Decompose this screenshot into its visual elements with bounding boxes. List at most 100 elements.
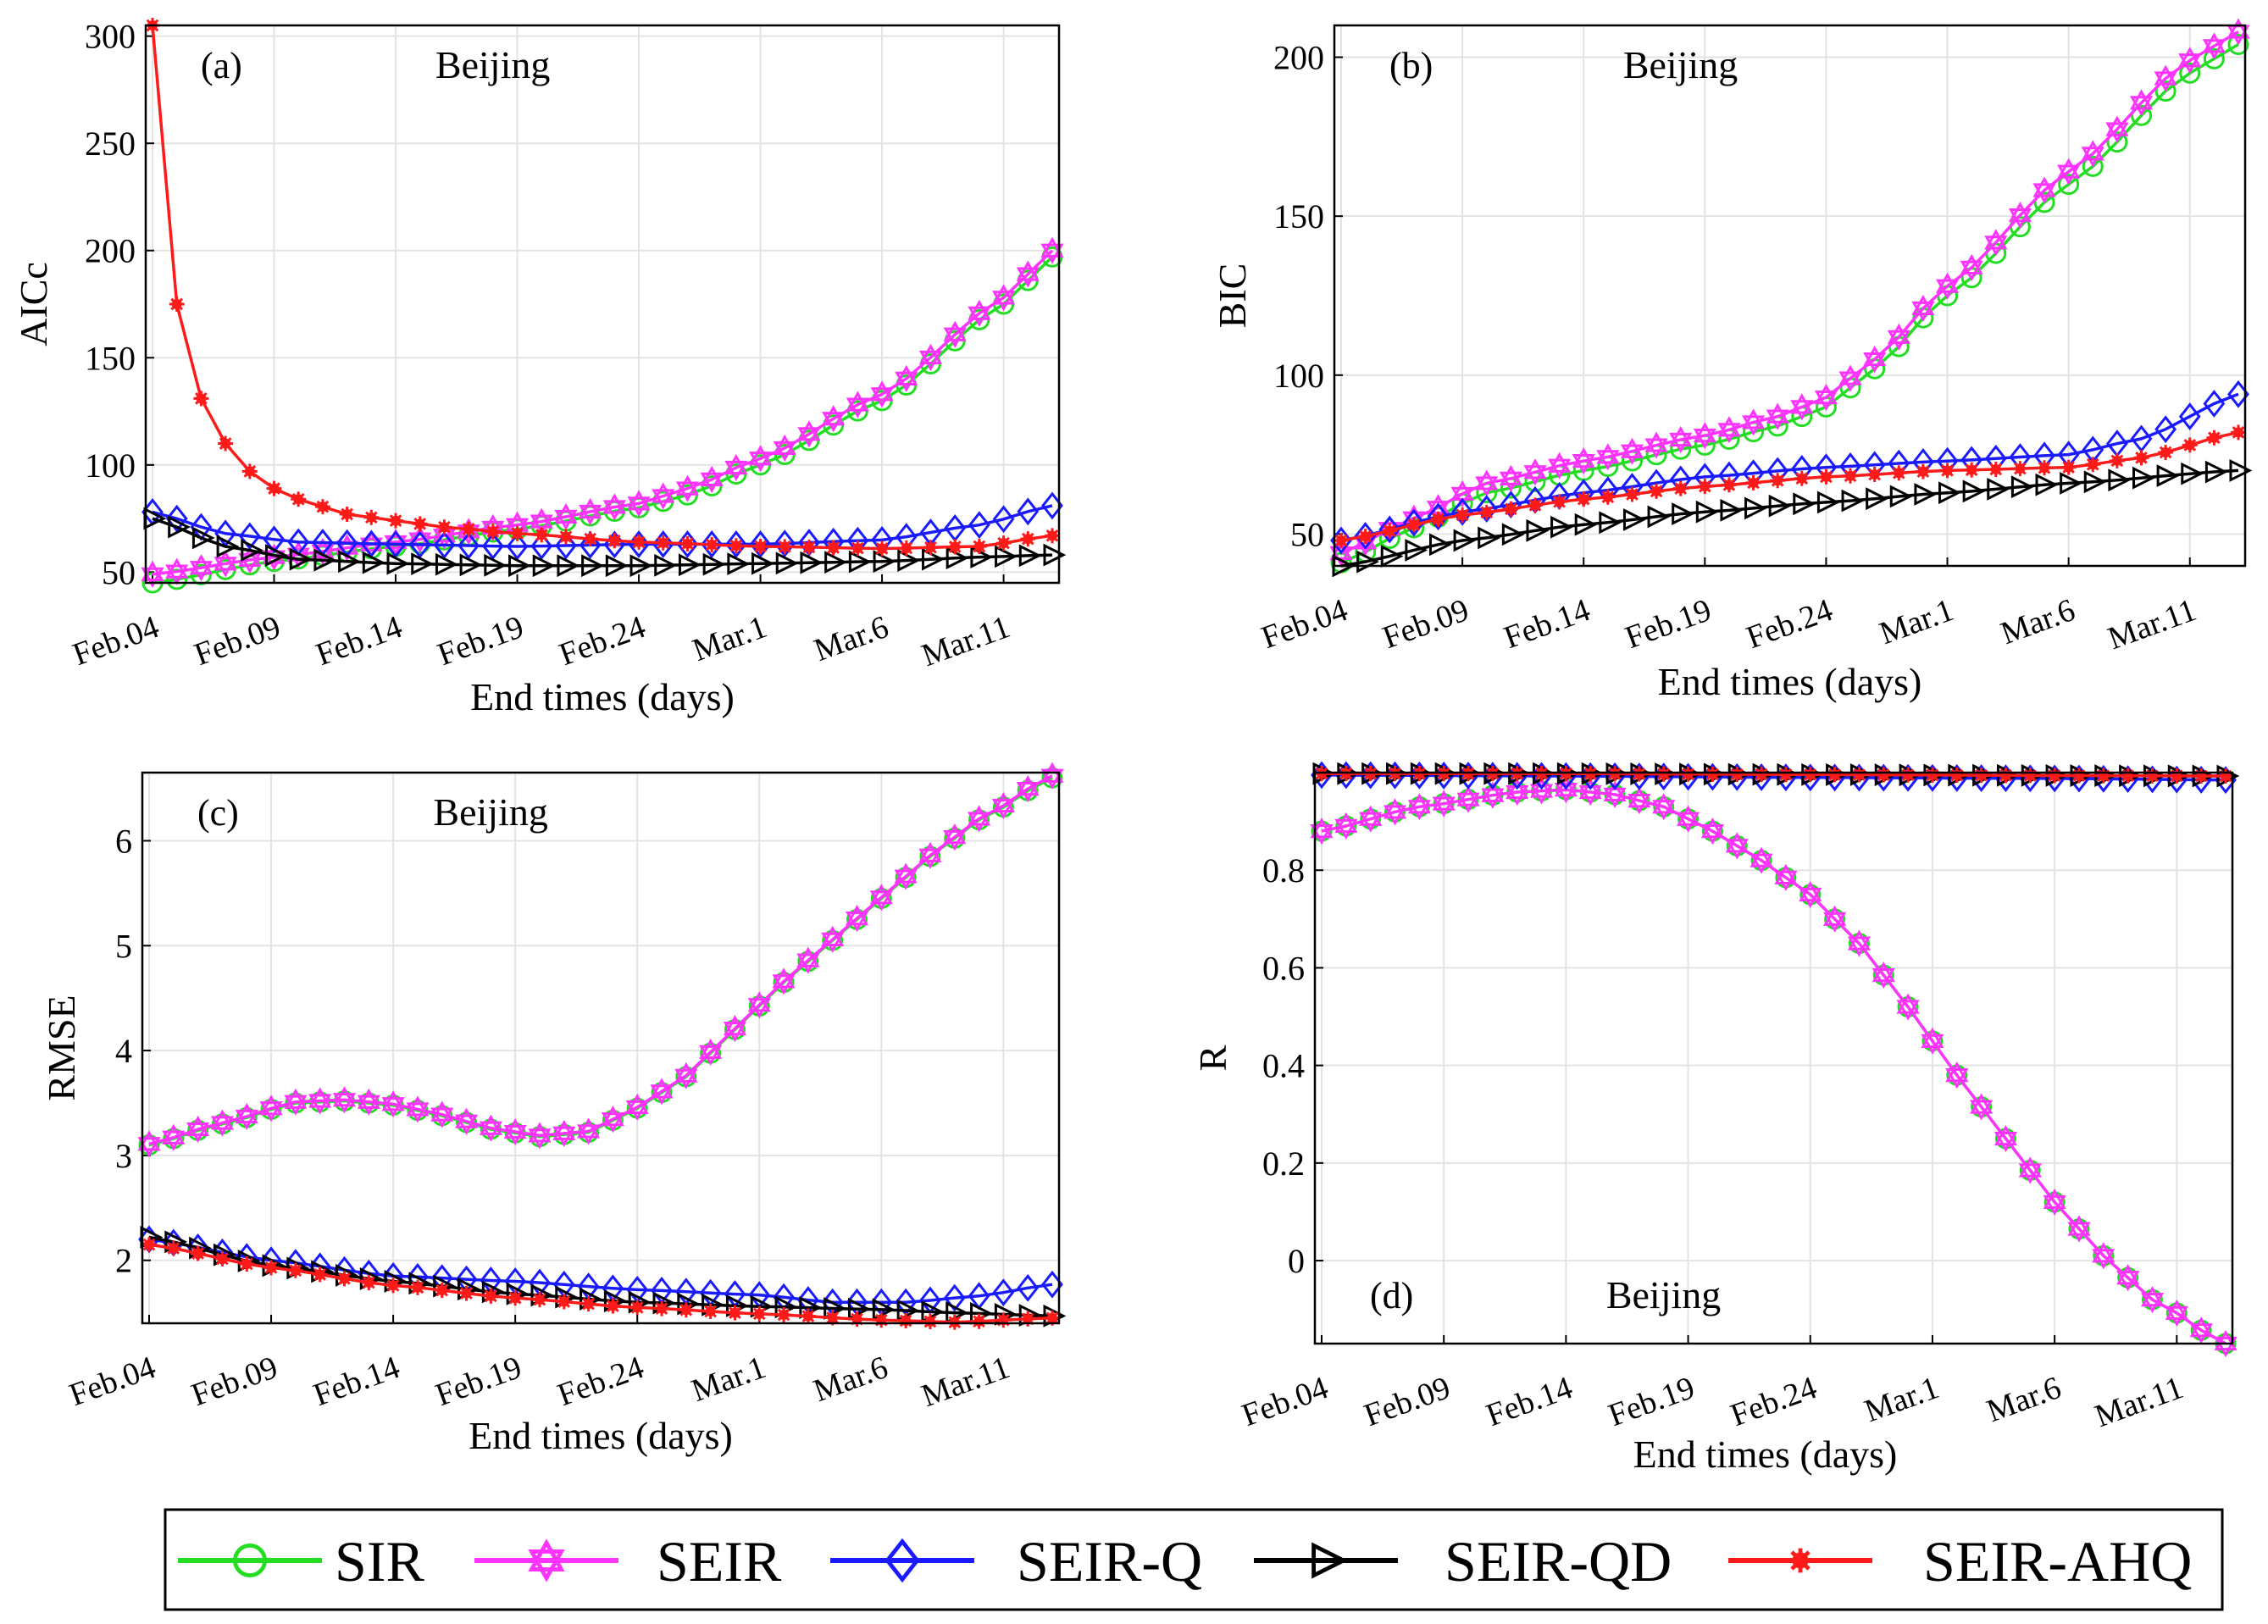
marker-seir-ahq	[1851, 767, 1867, 783]
marker-seir-qd	[1550, 515, 1573, 539]
y-tick-label: 0	[1288, 1242, 1305, 1280]
marker-seir	[2165, 1299, 2188, 1327]
marker-seir-ahq	[458, 1285, 474, 1301]
marker-seir	[1554, 776, 1578, 804]
y-tick-label: 50	[102, 553, 136, 591]
marker-seir-qd	[1744, 496, 1767, 520]
marker-seir	[2032, 176, 2056, 204]
marker-seir-ahq	[1649, 483, 1665, 499]
x-axis-label: End times (days)	[1633, 1433, 1898, 1476]
x-tick-label: Mar.1	[1860, 1370, 1944, 1429]
marker-seir	[1620, 437, 1644, 465]
marker-seir	[2018, 1156, 2042, 1184]
y-axis-label: R	[1191, 1045, 1234, 1071]
marker-seir	[652, 482, 675, 510]
y-axis-label: RMSE	[40, 995, 83, 1100]
marker-seir-q	[481, 532, 504, 560]
marker-seir-qd	[654, 553, 678, 577]
city-label: Beijing	[435, 43, 550, 86]
marker-seir-ahq	[531, 1292, 547, 1308]
marker-seir-qd	[1938, 481, 1961, 505]
marker-seir-qd	[1599, 511, 1622, 535]
marker-seir-ahq	[1794, 470, 1810, 486]
x-tick-label: Mar.11	[917, 609, 1014, 673]
chart-panel-0: 50 100 150 200 250 300 Feb.04 Feb.09 Feb.14 Feb.1…	[12, 18, 1067, 718]
y-tick-label: 300	[85, 18, 136, 56]
marker-seir-ahq	[2218, 768, 2233, 784]
marker-seir	[845, 905, 869, 933]
marker-seir-q	[1451, 497, 1474, 526]
marker-sir	[233, 1544, 268, 1578]
marker-seir-ahq	[436, 519, 452, 535]
marker-seir	[675, 474, 700, 502]
legend: SIR SEIR SEIR-Q SEIR-QD SEIR-AHQ	[164, 1508, 2224, 1611]
y-tick-label: 100	[1273, 357, 1324, 395]
marker-seir-ahq	[2182, 437, 2198, 453]
marker-seir	[308, 1087, 332, 1115]
x-tick-label: Mar.1	[688, 609, 772, 668]
marker-seir-ahq	[1020, 531, 1036, 547]
marker-seir-qd	[921, 547, 945, 571]
marker-seir-ahq	[971, 538, 987, 554]
marker-seir	[1669, 425, 1693, 454]
marker-seir-ahq	[1891, 465, 1907, 481]
marker-seir-ahq	[704, 537, 720, 553]
x-tick-label: Feb.04	[65, 1350, 161, 1413]
marker-seir-ahq	[1843, 468, 1859, 484]
marker-seir-ahq	[849, 1311, 865, 1327]
marker-seir-ahq	[291, 491, 307, 507]
legend-item-seir-q: SEIR-Q	[830, 1529, 1202, 1594]
marker-seir	[2092, 1242, 2116, 1270]
marker-seir-qd	[921, 1300, 945, 1323]
marker-seir-qd	[362, 551, 385, 574]
marker-seir-ahq	[1998, 768, 2014, 784]
marker-seir-ahq	[629, 1300, 646, 1316]
marker-seir	[1499, 464, 1522, 492]
marker-seir-ahq	[1697, 479, 1713, 495]
marker-seir-ahq	[534, 527, 550, 543]
marker-seir-qd	[459, 553, 483, 577]
marker-seir-qd	[873, 550, 896, 574]
marker-seir	[1838, 364, 1862, 392]
marker-seir-qd	[1914, 483, 1938, 506]
marker-seir	[235, 1102, 258, 1131]
marker-seir	[1572, 447, 1595, 475]
marker-seir	[137, 1130, 161, 1158]
marker-seir-qd	[1405, 538, 1428, 562]
marker-seir-qd	[872, 1298, 896, 1322]
marker-seir-qd	[557, 554, 580, 578]
marker-seir-qd	[1962, 479, 1986, 503]
marker-seir-ahq	[1045, 1310, 1060, 1326]
marker-seir-ahq	[1964, 462, 1980, 478]
x-tick-label: Mar.1	[687, 1350, 771, 1409]
marker-seir-ahq	[2071, 768, 2087, 784]
marker-seir-qd	[1768, 494, 1792, 518]
marker-seir	[381, 1090, 405, 1118]
x-axis-label: End times (days)	[1658, 660, 1922, 703]
marker-seir-q	[943, 1283, 966, 1312]
marker-seir	[1644, 431, 1668, 459]
marker-seir-qd	[265, 544, 288, 567]
marker-seir-ahq	[1988, 461, 2004, 477]
legend-label: SEIR	[657, 1529, 782, 1594]
marker-seir-ahq	[1705, 766, 1721, 782]
marker-seir	[1935, 272, 1960, 300]
marker-seir-ahq	[800, 1308, 816, 1324]
x-tick-label: Mar.11	[2104, 592, 2201, 657]
marker-seir	[1456, 785, 1480, 813]
marker-seir-ahq	[923, 540, 939, 556]
marker-seir-qd	[848, 1297, 871, 1321]
marker-seir-qd	[581, 554, 605, 578]
marker-seir	[968, 299, 991, 327]
marker-seir	[846, 391, 869, 418]
marker-seir	[747, 991, 771, 1019]
marker-seir-ahq	[287, 1262, 303, 1278]
marker-seir	[2057, 158, 2081, 186]
marker-seir-ahq	[141, 1237, 157, 1253]
marker-sir	[2082, 155, 2104, 177]
marker-seir-ahq	[2120, 768, 2136, 784]
axes-frame	[1313, 771, 2234, 1345]
marker-seir-qd	[435, 552, 458, 576]
marker-seir-q	[652, 530, 674, 558]
